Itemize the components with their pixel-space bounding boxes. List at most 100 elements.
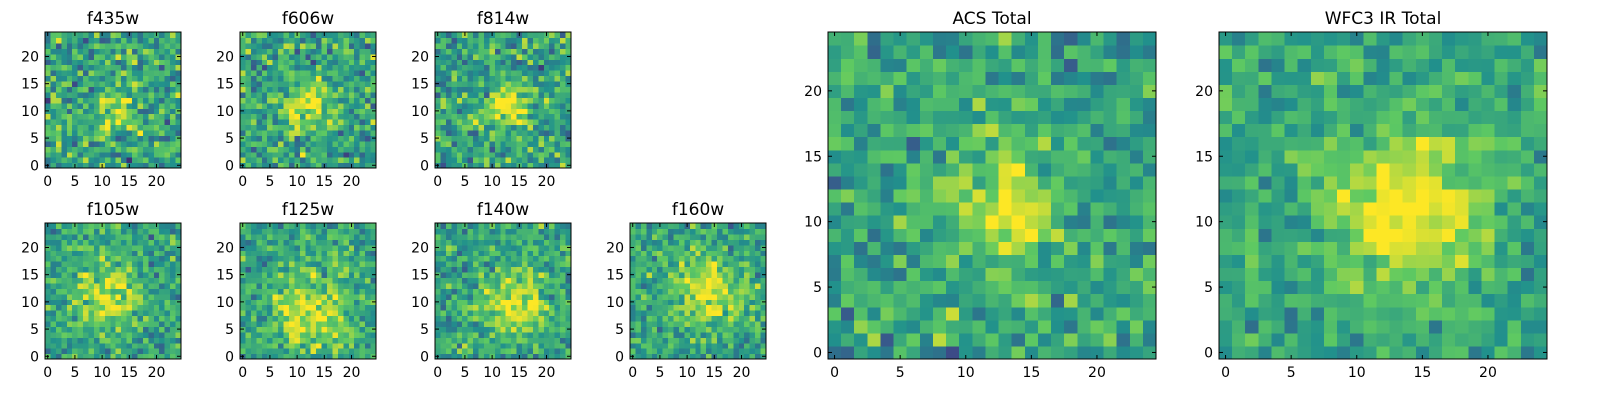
heatmap-cell — [327, 135, 334, 142]
heatmap-cell — [554, 75, 561, 82]
heatmap-cell — [483, 282, 490, 289]
x-tick-label: 10 — [678, 365, 696, 381]
y-tick-label: 20 — [411, 241, 429, 257]
heatmap-cell — [83, 59, 90, 66]
heatmap-cell — [527, 244, 534, 251]
heatmap-cell — [365, 304, 372, 311]
heatmap-cell — [348, 37, 355, 44]
heatmap-cell — [110, 48, 117, 55]
heatmap-cell — [55, 310, 62, 317]
heatmap-cell — [733, 299, 740, 306]
heatmap-cell — [635, 266, 642, 273]
heatmap-cell — [83, 331, 90, 338]
heatmap-cell — [678, 239, 685, 246]
heatmap-cell — [310, 250, 317, 257]
heatmap-cell — [1024, 319, 1039, 334]
heatmap-cell — [554, 315, 561, 322]
heatmap-cell — [706, 315, 713, 322]
heatmap-cell — [473, 53, 480, 60]
heatmap-cell — [294, 151, 301, 158]
heatmap-cell — [250, 233, 257, 240]
heatmap-cell — [343, 124, 350, 131]
heatmap-cell — [651, 261, 658, 268]
heatmap-cell — [278, 146, 285, 153]
heatmap-cell — [695, 353, 702, 360]
heatmap-cell — [370, 315, 377, 322]
heatmap-cell — [261, 331, 268, 338]
heatmap-cell — [240, 102, 247, 109]
heatmap-cell — [473, 129, 480, 136]
heatmap-cell — [549, 113, 556, 120]
heatmap-cell — [316, 135, 323, 142]
heatmap-cell — [294, 239, 301, 246]
heatmap-cell — [99, 102, 106, 109]
y-tick-label: 0 — [420, 158, 429, 174]
heatmap-cell — [1103, 162, 1118, 177]
heatmap-cell — [549, 228, 556, 235]
heatmap-cell — [142, 59, 149, 66]
heatmap-cell — [88, 157, 95, 164]
heatmap-cell — [321, 310, 328, 317]
heatmap-cell — [854, 293, 868, 308]
heatmap-cell — [1116, 306, 1131, 321]
heatmap-cell — [662, 353, 669, 360]
heatmap-cell — [456, 261, 463, 268]
heatmap-cell — [651, 337, 658, 344]
heatmap-cell — [316, 288, 323, 295]
heatmap-cell — [142, 119, 149, 126]
heatmap-cell — [153, 315, 160, 322]
heatmap-cell — [1129, 175, 1144, 190]
heatmap-cell — [445, 310, 452, 317]
heatmap-cell — [348, 244, 355, 251]
heatmap-cell — [283, 124, 290, 131]
heatmap-cell — [104, 271, 111, 278]
heatmap-cell — [435, 86, 442, 93]
heatmap-cell — [494, 223, 501, 230]
heatmap-cell — [261, 124, 268, 131]
heatmap-cell — [646, 244, 653, 251]
heatmap-cell — [121, 271, 128, 278]
heatmap-cell — [283, 86, 290, 93]
heatmap-cell — [316, 102, 323, 109]
heatmap-cell — [483, 102, 490, 109]
heatmap-cell — [489, 304, 496, 311]
heatmap-cell — [516, 113, 523, 120]
heatmap-cell — [543, 320, 550, 327]
heatmap-cell — [121, 337, 128, 344]
heatmap-cell — [337, 282, 344, 289]
heatmap-cell — [77, 140, 84, 147]
heatmap-cell — [489, 315, 496, 322]
heatmap-cell — [267, 331, 274, 338]
heatmap-cell — [77, 299, 84, 306]
heatmap-cell — [998, 306, 1013, 321]
heatmap-cell — [332, 146, 339, 153]
heatmap-cell — [250, 140, 257, 147]
heatmap-cell — [483, 293, 490, 300]
heatmap-cell — [278, 342, 285, 349]
heatmap-cell — [733, 228, 740, 235]
heatmap-cell — [456, 299, 463, 306]
heatmap-cell — [142, 223, 149, 230]
heatmap-cell — [998, 345, 1013, 360]
heatmap-cell — [640, 228, 647, 235]
heatmap-cell — [115, 271, 122, 278]
heatmap-cell — [77, 113, 84, 120]
heatmap-cell — [527, 299, 534, 306]
heatmap-cell — [343, 266, 350, 273]
heatmap-cell — [473, 233, 480, 240]
heatmap-cell — [478, 271, 485, 278]
heatmap-cell — [932, 175, 947, 190]
heatmap-cell — [343, 299, 350, 306]
heatmap-cell — [137, 337, 144, 344]
heatmap-cell — [245, 135, 252, 142]
heatmap-cell — [972, 293, 987, 308]
heatmap-cell — [332, 97, 339, 104]
heatmap-cell — [500, 304, 507, 311]
heatmap-cell — [170, 255, 177, 262]
heatmap-cell — [706, 244, 713, 251]
heatmap-cell — [462, 42, 469, 49]
heatmap-cell — [337, 315, 344, 322]
heatmap-cell — [711, 228, 718, 235]
heatmap-cell — [451, 255, 458, 262]
heatmap-cell — [554, 304, 561, 311]
